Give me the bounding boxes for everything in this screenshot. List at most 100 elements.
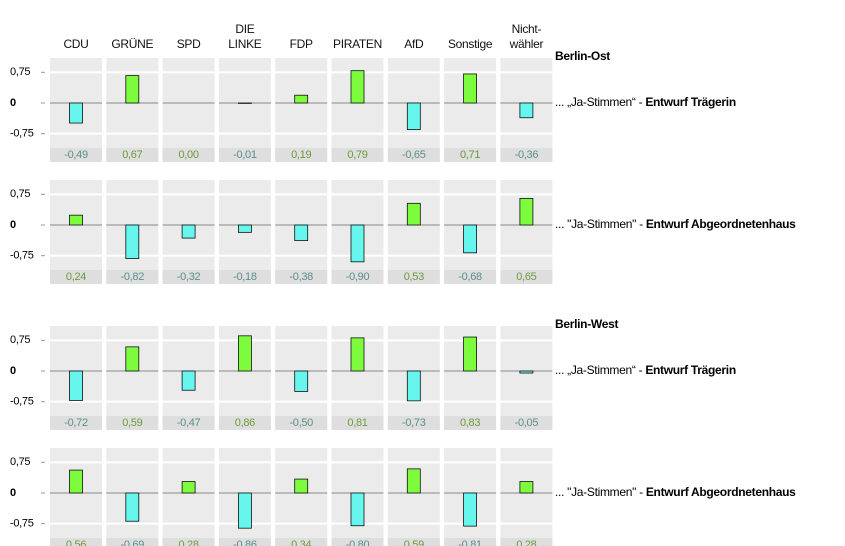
value-label: 0,28 <box>516 539 536 546</box>
value-label: -0,47 <box>177 417 201 429</box>
bar <box>294 94 309 104</box>
label-strip <box>331 416 384 430</box>
value-label: 0,67 <box>122 149 142 161</box>
label-strip <box>500 416 553 430</box>
value-label: -0,36 <box>515 149 539 161</box>
category-label: CDU <box>63 37 89 51</box>
bar <box>181 224 196 239</box>
label-strip <box>106 416 159 430</box>
panel <box>50 448 102 546</box>
label-strip <box>106 148 159 162</box>
bar <box>519 198 534 226</box>
value-label: 0,86 <box>235 417 255 429</box>
label-strip <box>218 416 271 430</box>
value-label: -0,32 <box>177 271 201 283</box>
panel <box>162 58 215 162</box>
value-label: 0,19 <box>291 149 311 161</box>
bar <box>237 335 252 372</box>
value-label: 0,59 <box>122 417 142 429</box>
label-strip <box>162 148 215 162</box>
row-label: ... "Ja-Stimmen" - Entwurf Abgeordnetenh… <box>555 485 796 499</box>
bar <box>406 202 421 226</box>
value-label: -0,82 <box>121 271 145 283</box>
value-label: -0,81 <box>458 539 482 546</box>
label-strip <box>218 270 271 284</box>
value-label: 0,79 <box>347 149 367 161</box>
label-strip <box>162 416 215 430</box>
label-strip <box>444 416 497 430</box>
row-label: ... "Ja-Stimmen" - Entwurf Abgeordnetenh… <box>555 217 796 231</box>
label-strip <box>331 148 384 162</box>
value-label: 0,71 <box>460 149 480 161</box>
label-strip <box>218 148 271 162</box>
bar <box>125 346 140 372</box>
label-strip <box>50 416 102 430</box>
label-strip <box>275 416 328 430</box>
y-tick-label: 0,75 <box>10 66 30 78</box>
label-strip <box>50 148 102 162</box>
value-label: 0,56 <box>66 539 86 546</box>
label-strip <box>106 538 159 546</box>
value-label: 0,81 <box>347 417 367 429</box>
bar <box>463 492 478 527</box>
value-label: 0,00 <box>178 149 198 161</box>
bar <box>463 336 478 372</box>
panel <box>162 448 215 546</box>
bar <box>519 102 534 119</box>
panel <box>387 180 440 284</box>
label-strip <box>387 538 440 546</box>
row-label-bold: Entwurf Trägerin <box>645 95 736 109</box>
y-tick-label: -0,75 <box>10 396 34 408</box>
value-label: 0,59 <box>404 539 424 546</box>
y-tick-label: 0 <box>10 487 16 499</box>
bar <box>350 70 365 104</box>
y-tick-label: -0,75 <box>10 518 34 530</box>
bar <box>69 102 83 124</box>
row-label-prefix: ... „Ja-Stimmen“ - <box>555 95 645 109</box>
value-label: -0,68 <box>458 271 482 283</box>
y-tick-label: 0 <box>10 365 16 377</box>
bar <box>463 224 478 254</box>
bar <box>519 481 534 494</box>
bar <box>69 370 83 401</box>
label-strip <box>444 270 497 284</box>
panel <box>387 448 440 546</box>
label-strip <box>218 538 271 546</box>
bar <box>294 478 309 494</box>
category-label: DIE LINKE <box>228 22 262 51</box>
value-label: 0,24 <box>66 271 86 283</box>
row-label-prefix: ... „Ja-Stimmen“ - <box>555 363 645 377</box>
category-label: AfD <box>404 37 424 51</box>
y-tick-label: 0,75 <box>10 456 30 468</box>
bar <box>237 492 252 529</box>
bar <box>181 370 196 391</box>
bar <box>406 370 421 402</box>
y-tick-label: 0 <box>10 219 16 231</box>
value-label: -0,80 <box>346 539 370 546</box>
row-label: ... „Ja-Stimmen“ - Entwurf Trägerin <box>555 95 736 109</box>
row-label-bold: Entwurf Trägerin <box>645 363 736 377</box>
value-label: 0,65 <box>516 271 536 283</box>
bar <box>69 214 83 226</box>
label-strip <box>387 270 440 284</box>
category-label: FDP <box>289 37 313 51</box>
value-label: -0,90 <box>346 271 370 283</box>
label-strip <box>387 148 440 162</box>
y-tick-label: 0,75 <box>10 334 30 346</box>
label-strip <box>275 148 328 162</box>
label-strip <box>500 148 553 162</box>
bar <box>181 481 196 494</box>
label-strip <box>50 270 102 284</box>
category-label: Nicht-wähler <box>509 22 544 51</box>
category-label: SPD <box>176 37 201 51</box>
row-label-bold: Entwurf Abgeordnetenhaus <box>646 485 796 499</box>
y-tick-label: 0,75 <box>10 188 30 200</box>
panel <box>500 326 553 430</box>
value-label: 0,34 <box>291 539 311 546</box>
bar <box>350 224 365 263</box>
label-strip <box>275 538 328 546</box>
row-label-prefix: ... "Ja-Stimmen" - <box>555 217 646 231</box>
category-label: GRÜNE <box>111 37 154 51</box>
